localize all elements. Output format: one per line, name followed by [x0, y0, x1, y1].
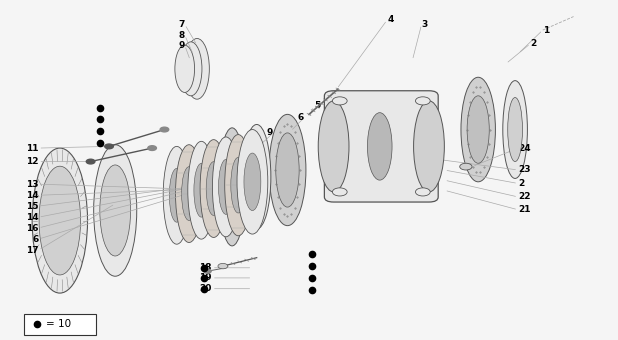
Ellipse shape	[225, 135, 252, 236]
Ellipse shape	[231, 157, 246, 213]
Ellipse shape	[461, 77, 496, 182]
Text: 8: 8	[179, 31, 185, 40]
Circle shape	[204, 269, 211, 273]
Ellipse shape	[188, 141, 215, 239]
Text: 14: 14	[26, 213, 38, 222]
Ellipse shape	[219, 128, 245, 246]
FancyBboxPatch shape	[24, 314, 96, 335]
Ellipse shape	[276, 133, 299, 207]
Ellipse shape	[413, 101, 444, 192]
Text: 17: 17	[26, 246, 38, 255]
Text: 3: 3	[421, 20, 428, 29]
Text: 4: 4	[387, 15, 394, 24]
Text: 18: 18	[199, 263, 212, 272]
Ellipse shape	[219, 159, 234, 214]
Circle shape	[332, 97, 347, 105]
Text: 22: 22	[518, 192, 531, 202]
Text: 13: 13	[26, 180, 38, 189]
Text: 16: 16	[26, 223, 38, 233]
Text: 2: 2	[518, 179, 525, 188]
Ellipse shape	[269, 114, 306, 226]
Text: 1: 1	[543, 26, 549, 35]
Ellipse shape	[237, 130, 268, 234]
Ellipse shape	[368, 113, 392, 180]
Text: 19: 19	[199, 273, 212, 283]
Ellipse shape	[180, 42, 202, 96]
Circle shape	[332, 188, 347, 196]
Circle shape	[460, 163, 472, 170]
Text: = 10: = 10	[46, 319, 71, 329]
Ellipse shape	[248, 143, 265, 210]
Text: 23: 23	[518, 166, 531, 174]
Circle shape	[226, 207, 233, 211]
Circle shape	[104, 144, 113, 149]
Ellipse shape	[503, 81, 527, 178]
Circle shape	[226, 163, 233, 167]
Circle shape	[218, 264, 228, 269]
Ellipse shape	[194, 163, 209, 217]
Ellipse shape	[175, 45, 195, 92]
Ellipse shape	[213, 137, 240, 237]
Text: 6: 6	[298, 113, 304, 122]
Circle shape	[160, 127, 169, 132]
Text: 7: 7	[179, 20, 185, 29]
Ellipse shape	[32, 148, 88, 293]
Circle shape	[415, 188, 430, 196]
Circle shape	[148, 146, 156, 150]
Ellipse shape	[185, 38, 210, 99]
Ellipse shape	[100, 165, 130, 256]
Circle shape	[231, 163, 239, 167]
Ellipse shape	[206, 162, 221, 216]
Circle shape	[231, 207, 239, 211]
Text: 9: 9	[179, 41, 185, 50]
Text: 15: 15	[26, 202, 38, 210]
Circle shape	[223, 185, 231, 189]
FancyBboxPatch shape	[324, 91, 438, 202]
Text: 2: 2	[530, 39, 536, 48]
Text: 20: 20	[200, 284, 212, 293]
Ellipse shape	[244, 153, 261, 210]
Ellipse shape	[224, 148, 240, 226]
Ellipse shape	[318, 101, 349, 192]
Ellipse shape	[242, 124, 271, 229]
Ellipse shape	[182, 167, 197, 221]
Text: 24: 24	[518, 143, 531, 153]
Ellipse shape	[200, 140, 227, 237]
Text: 12: 12	[26, 157, 38, 166]
Ellipse shape	[94, 145, 137, 276]
Text: 14: 14	[26, 191, 38, 200]
Ellipse shape	[176, 145, 203, 242]
Ellipse shape	[467, 96, 489, 163]
Text: 11: 11	[26, 143, 38, 153]
Circle shape	[234, 185, 241, 189]
Circle shape	[87, 159, 95, 164]
Text: 9: 9	[267, 129, 273, 137]
Ellipse shape	[163, 147, 190, 244]
Ellipse shape	[508, 98, 522, 162]
Text: 21: 21	[518, 205, 531, 214]
Ellipse shape	[169, 168, 184, 222]
Text: 6: 6	[32, 235, 38, 244]
Circle shape	[415, 97, 430, 105]
Ellipse shape	[39, 166, 80, 275]
Text: 5: 5	[314, 101, 320, 110]
